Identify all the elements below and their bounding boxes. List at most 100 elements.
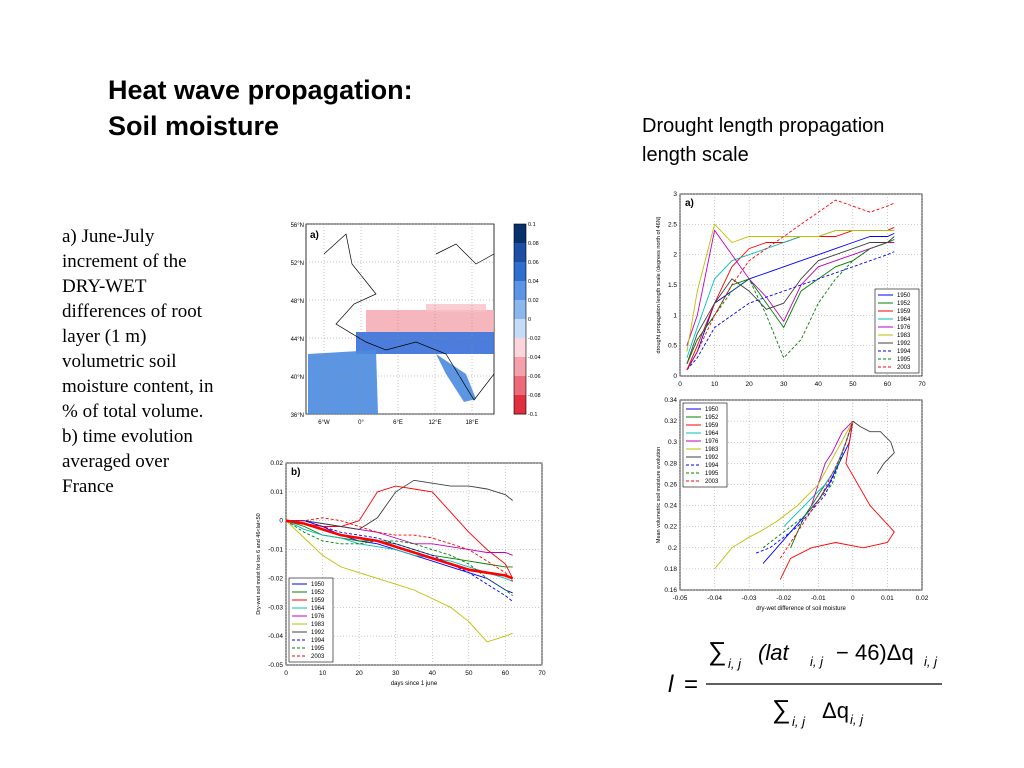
colorbar-segment: [514, 395, 526, 415]
legend-label-1995: 1995: [897, 357, 911, 363]
colorbar-segment: [514, 243, 526, 263]
colorbar-tick-label: -0.04: [528, 355, 541, 361]
legend-label-1995: 1995: [705, 471, 719, 477]
legend: 1950 1952 1959 1964 1976 1983 1992 1994 1995 2003: [874, 288, 920, 374]
lat-tick-label: 52°N: [291, 261, 304, 267]
x-tick-label: 10: [711, 381, 719, 388]
y-axis-label: Mean volumetric soil moisture evolution: [656, 447, 662, 543]
y-tick-label: 2.5: [668, 221, 677, 228]
x-tick-label: 30: [780, 381, 788, 388]
x-tick-label: 20: [356, 670, 364, 677]
y-tick-label: -0.01: [268, 547, 283, 554]
x-tick-label: -0.01: [811, 595, 826, 602]
legend-label-1976: 1976: [311, 614, 325, 620]
x-tick-label: 60: [884, 381, 892, 388]
panel-label: a): [310, 230, 319, 241]
colorbar-tick-label: -0.06: [528, 374, 541, 380]
series-line-1994: [755, 420, 854, 554]
legend-label-1952: 1952: [311, 590, 325, 596]
x-tick-label: 30: [392, 670, 400, 677]
lat-tick-label: 56°N: [291, 223, 304, 229]
legend-label-1976: 1976: [897, 325, 911, 331]
y-tick-label: 2: [673, 252, 677, 259]
legend-label-1992: 1992: [311, 630, 325, 636]
figure-description: a) June-July increment of the DRY-WET di…: [62, 226, 214, 497]
soil-moisture-map: 56°N 52°N 48°N 44°N 40°N 36°N 6°W 0° 6°E 12°E 18°E…: [291, 222, 541, 426]
y-tick-label: 0.18: [664, 566, 677, 573]
formula-sum-top-sub: i, j: [728, 656, 742, 671]
slide-subtitle: Drought length propagation length scale: [642, 112, 982, 170]
x-tick-label: -0.05: [673, 595, 688, 602]
lat-tick-label: 40°N: [291, 375, 304, 381]
series-line-1995: [686, 239, 895, 365]
x-tick-label: 50: [849, 381, 857, 388]
y-tick-label: 0.32: [664, 418, 677, 425]
x-tick-label: -0.03: [742, 595, 757, 602]
y-tick-label: 0.26: [664, 481, 677, 488]
legend-label-1959: 1959: [705, 423, 719, 429]
lon-tick-label: 18°E: [465, 420, 478, 426]
x-axis-label: days since 1 june: [391, 681, 438, 687]
soil-moisture-evolution-chart: -0.05 -0.04 -0.03 -0.02 -0.01 0 0.01 0.02 0.34 0.…: [656, 397, 929, 612]
wet-band: [356, 332, 494, 354]
x-tick-label: 70: [918, 381, 926, 388]
legend-label-1950: 1950: [311, 582, 325, 588]
formula-sum-bottom: ∑: [772, 694, 791, 724]
colorbar-tick-label: -0.02: [528, 336, 541, 342]
dry-band: [366, 310, 494, 332]
legend-label-1995: 1995: [311, 646, 325, 652]
x-tick-label: 50: [465, 670, 473, 677]
y-tick-label: 0.2: [668, 545, 677, 552]
series-line-1995: [762, 420, 854, 549]
series-line-1994: [286, 520, 513, 602]
x-axis-label: dry-wet difference of soil moisture: [756, 606, 846, 612]
colorbar-segment: [514, 376, 526, 396]
colorbar-tick-label: 0.02: [528, 298, 539, 304]
legend-label-1976: 1976: [705, 439, 719, 445]
legend-label-1950: 1950: [705, 407, 719, 413]
lon-tick-label: 6°E: [393, 420, 403, 426]
legend-box: [288, 577, 334, 663]
x-tick-label: 0.02: [916, 595, 929, 602]
colorbar-tick-label: 0: [528, 317, 531, 323]
series-line-1976: [810, 420, 854, 506]
series-line-2003: [286, 517, 514, 582]
colorbar-tick-label: 0.1: [528, 222, 536, 228]
legend: 1950 1952 1959 1964 1976 1983 1992 1994 1995 2003: [682, 402, 728, 488]
y-tick-label: 3: [673, 191, 677, 198]
y-tick-label: 0.3: [668, 439, 677, 446]
colorbar-segment: [514, 262, 526, 282]
legend-label-1964: 1964: [705, 431, 719, 437]
subtitle-line-1: Drought length propagation: [642, 115, 885, 137]
series-line-1959: [285, 485, 514, 579]
x-tick-label: 40: [815, 381, 823, 388]
colorbar-tick-label: 0.04: [528, 279, 539, 285]
legend-label-1994: 1994: [705, 463, 719, 469]
y-axis-label: drought propagation length scale (degree…: [656, 216, 662, 353]
series-line-2003: [686, 199, 895, 371]
legend-label-1994: 1994: [897, 349, 911, 355]
y-tick-label: 0.02: [270, 460, 283, 467]
propagation-length-chart: 0 10 20 30 40 50 60 70 3 2.5 2 1.5 1 0.5 0 drought prop…: [656, 191, 926, 388]
formula-equals: =: [684, 671, 698, 698]
x-tick-label: 0.01: [881, 595, 894, 602]
series-line-1959: [779, 421, 895, 580]
series-line-1995: [285, 520, 513, 597]
colorbar-segment: [514, 300, 526, 320]
y-tick-label: -0.02: [268, 575, 283, 582]
colorbar-tick-label: -0.1: [528, 412, 537, 418]
series-line-1992: [286, 479, 513, 530]
colorbar-segment: [514, 338, 526, 358]
x-tick-label: -0.02: [776, 595, 791, 602]
title-line-1: Heat wave propagation:: [108, 75, 413, 105]
x-tick-label: 20: [746, 381, 754, 388]
coastline: [323, 233, 495, 401]
dry-band-upper: [426, 304, 486, 312]
formula-sum-bottom-sub: i, j: [792, 714, 806, 729]
legend-label-1992: 1992: [705, 455, 719, 461]
lon-tick-label: 12°E: [428, 420, 441, 426]
y-tick-label: 0.24: [664, 503, 677, 510]
legend-label-1983: 1983: [311, 622, 325, 628]
legend-label-1952: 1952: [897, 301, 911, 307]
colorbar-segment: [514, 357, 526, 377]
